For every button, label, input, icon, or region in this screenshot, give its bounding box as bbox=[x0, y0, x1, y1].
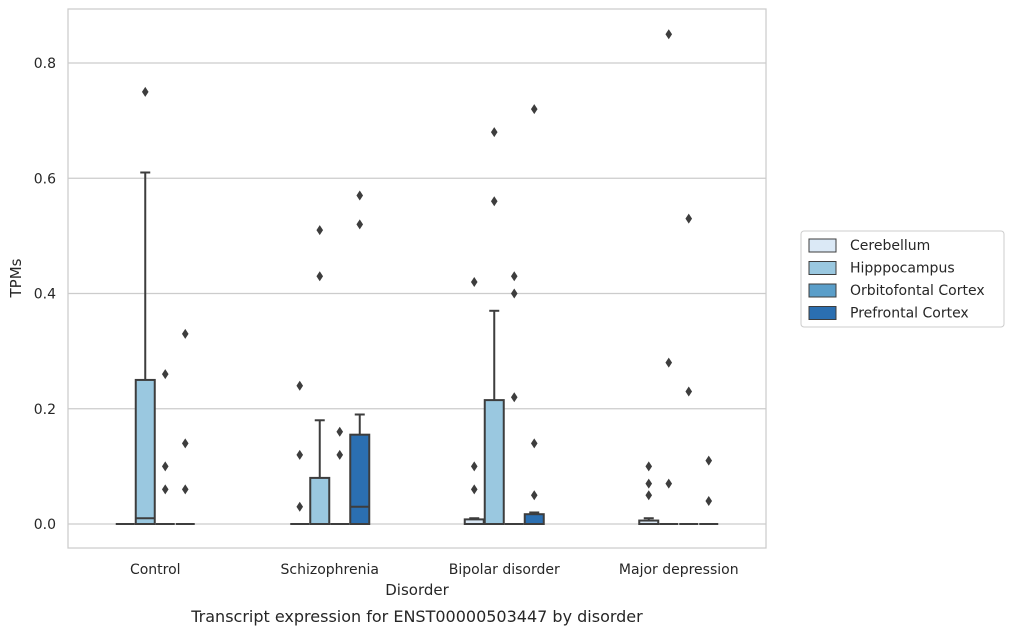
outlier-point bbox=[645, 461, 653, 472]
outlier-point bbox=[685, 213, 693, 224]
outlier-point bbox=[490, 196, 498, 207]
legend-swatch bbox=[808, 238, 837, 253]
outlier-point bbox=[490, 127, 498, 138]
outlier-point bbox=[336, 426, 344, 437]
box bbox=[134, 378, 156, 525]
box-group bbox=[659, 29, 679, 525]
legend-frame bbox=[800, 230, 1005, 328]
y-axis-title: TPMs bbox=[7, 258, 25, 298]
y-tick-label: 0.4 bbox=[34, 287, 56, 303]
x-tick-label: Control bbox=[130, 562, 181, 578]
box-group bbox=[155, 369, 175, 525]
outlier-point bbox=[665, 478, 673, 489]
legend-swatch bbox=[808, 283, 837, 298]
legend-item: Orbitofontal Cortex bbox=[808, 283, 985, 299]
box-group bbox=[679, 213, 699, 525]
x-tick-label: Bipolar disorder bbox=[449, 562, 560, 578]
outlier-point bbox=[530, 104, 538, 115]
box-group bbox=[290, 380, 310, 525]
box-group bbox=[638, 461, 660, 525]
legend-swatch bbox=[808, 261, 837, 275]
outlier-point bbox=[296, 501, 304, 512]
box-group bbox=[699, 455, 719, 525]
outlier-point bbox=[181, 438, 189, 449]
y-grid bbox=[68, 62, 766, 525]
box bbox=[523, 513, 545, 525]
outlier-point bbox=[181, 328, 189, 339]
outlier-point bbox=[705, 455, 713, 466]
outlier-point bbox=[665, 357, 673, 368]
outlier-point bbox=[470, 276, 478, 287]
outlier-point bbox=[181, 484, 189, 495]
outlier-point bbox=[161, 369, 169, 380]
y-tick-label: 0.8 bbox=[34, 56, 56, 72]
y-tick-label: 0.2 bbox=[34, 402, 56, 418]
outlier-point bbox=[316, 271, 324, 282]
y-tick-label: 0.6 bbox=[34, 171, 56, 187]
outlier-point bbox=[161, 484, 169, 495]
legend: Cerebellum Hipppocampus Orbitofontal Corte… bbox=[800, 230, 1005, 328]
legend-swatch bbox=[808, 306, 837, 320]
outlier-point bbox=[336, 449, 344, 460]
outlier-point bbox=[296, 380, 304, 391]
box bbox=[309, 476, 331, 525]
outlier-point bbox=[510, 392, 518, 403]
outlier-point bbox=[316, 225, 324, 236]
chart-caption: Transcript expression for ENST0000050344… bbox=[190, 607, 643, 626]
box bbox=[483, 399, 505, 526]
outlier-point bbox=[645, 490, 653, 501]
legend-label: Prefrontal Cortex bbox=[850, 306, 969, 322]
box-group bbox=[309, 225, 331, 525]
box-layer bbox=[115, 29, 719, 526]
legend-label: Cerebellum bbox=[850, 238, 930, 254]
x-tick-labels: Control Schizophrenia Bipolar disorder Majo… bbox=[130, 562, 739, 578]
y-tick-label: 0.0 bbox=[34, 517, 56, 533]
outlier-point bbox=[296, 449, 304, 460]
legend-item: Cerebellum bbox=[808, 238, 930, 254]
plot-area-frame bbox=[67, 8, 767, 549]
box-group bbox=[523, 104, 545, 525]
x-tick-label: Major depression bbox=[619, 562, 739, 578]
box-group bbox=[330, 426, 350, 525]
box bbox=[349, 433, 371, 525]
outlier-point bbox=[470, 461, 478, 472]
box-group bbox=[134, 86, 156, 525]
outlier-point bbox=[141, 86, 149, 97]
box-group bbox=[175, 328, 195, 525]
box-group bbox=[349, 190, 371, 525]
outlier-point bbox=[665, 29, 673, 40]
y-tick-labels: 0.0 0.2 0.4 0.6 0.8 bbox=[34, 56, 56, 533]
box-group bbox=[463, 276, 485, 526]
outlier-point bbox=[510, 271, 518, 282]
x-tick-label: Schizophrenia bbox=[281, 562, 379, 578]
box-group bbox=[483, 127, 505, 526]
outlier-point bbox=[645, 478, 653, 489]
legend-label: Orbitofontal Cortex bbox=[850, 283, 985, 299]
legend-item: Hipppocampus bbox=[808, 261, 955, 277]
x-axis-title: Disorder bbox=[385, 581, 449, 599]
outlier-point bbox=[530, 438, 538, 449]
outlier-point bbox=[510, 288, 518, 299]
outlier-point bbox=[685, 386, 693, 397]
box-group bbox=[504, 271, 524, 525]
legend-item: Prefrontal Cortex bbox=[808, 306, 969, 322]
outlier-point bbox=[470, 484, 478, 495]
outlier-point bbox=[530, 490, 538, 501]
outlier-point bbox=[705, 495, 713, 506]
outlier-point bbox=[161, 461, 169, 472]
outlier-point bbox=[356, 219, 364, 230]
outlier-point bbox=[356, 190, 364, 201]
legend-label: Hipppocampus bbox=[850, 261, 955, 277]
